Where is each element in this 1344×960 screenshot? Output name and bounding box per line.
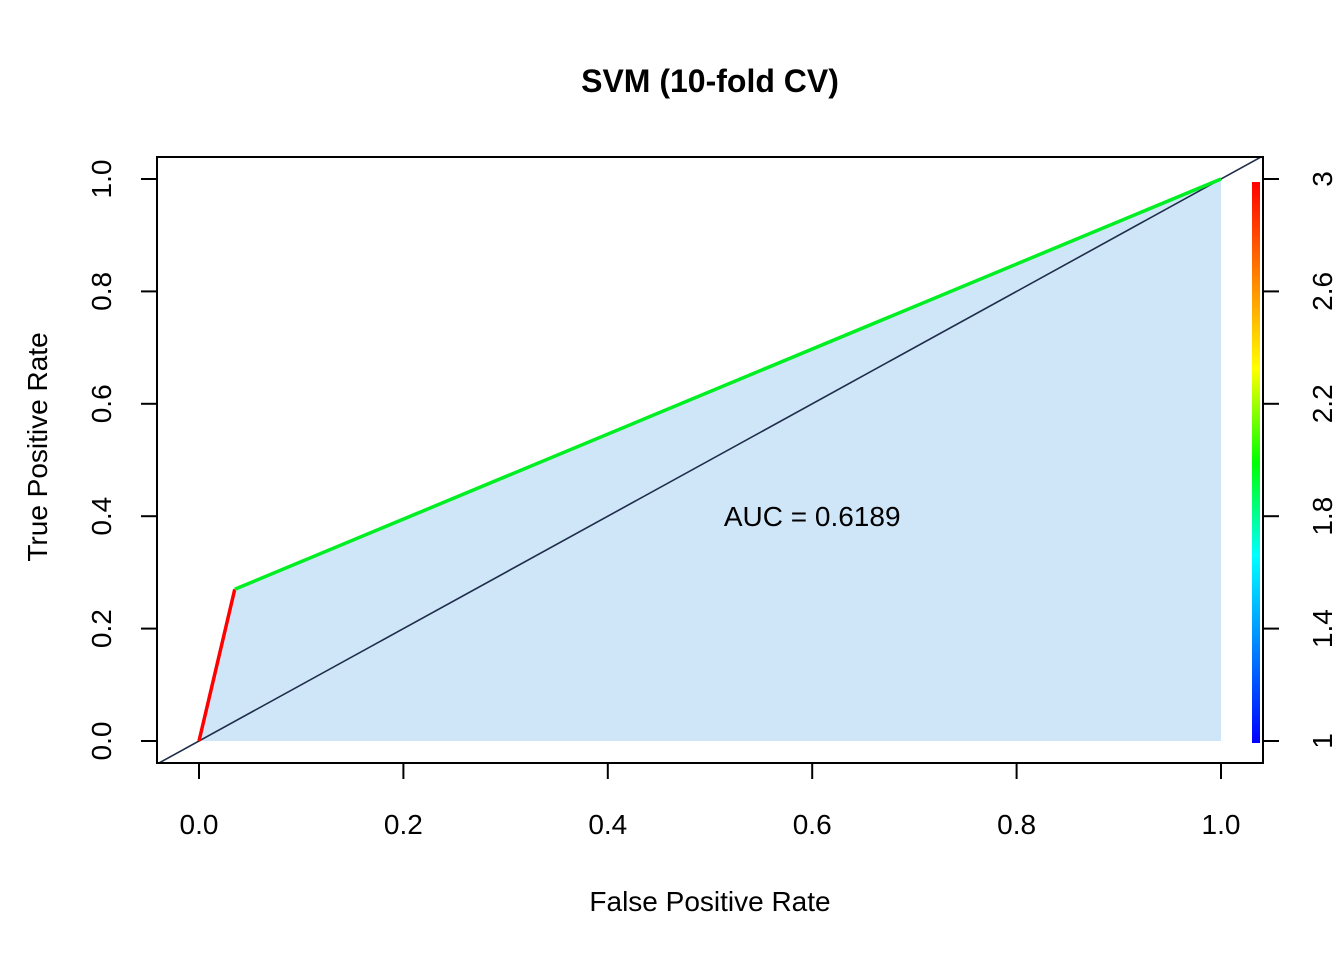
colorbar-tick-label: 1.8 [1307,497,1338,536]
x-tick-label: 0.4 [588,809,627,840]
roc-segment [197,588,237,742]
x-tick-label: 0.0 [180,809,219,840]
x-axis: 0.0 0.2 0.4 0.6 0.8 1.0 [180,763,1241,840]
y-axis-title: True Positive Rate [22,332,53,561]
y-axis: 0.0 0.2 0.4 0.6 0.8 1.0 [86,160,157,761]
x-tick-label: 0.2 [384,809,423,840]
x-axis-title: False Positive Rate [589,886,830,917]
x-tick-label: 0.8 [997,809,1036,840]
roc-segment [234,177,1222,591]
colorbar-tick-label: 1 [1307,733,1338,749]
x-tick-label: 0.6 [793,809,832,840]
y-tick-label: 0.8 [86,272,117,311]
colorbar-tick-label: 1.4 [1307,609,1338,648]
colorbar-tick-label: 2.6 [1307,272,1338,311]
colorbar-tick-label: 3 [1307,171,1338,187]
auc-label: AUC = 0.6189 [724,501,901,532]
y-tick-label: 0.4 [86,497,117,536]
chart-title: SVM (10-fold CV) [581,63,839,99]
diagonal-reference-line [157,157,1263,763]
colorbar-bar [1252,182,1260,743]
plot-frame [156,156,1264,764]
plot-area: AUC = 0.6189 [157,157,1263,763]
x-tick-label: 1.0 [1202,809,1241,840]
y-tick-label: 0.0 [86,722,117,761]
y-tick-label: 0.2 [86,609,117,648]
y-tick-label: 0.6 [86,384,117,423]
y-tick-label: 1.0 [86,160,117,199]
colorbar-axis: 1 1.4 1.8 2.2 2.6 3 [1252,171,1338,749]
colorbar-tick-label: 2.2 [1307,384,1338,423]
